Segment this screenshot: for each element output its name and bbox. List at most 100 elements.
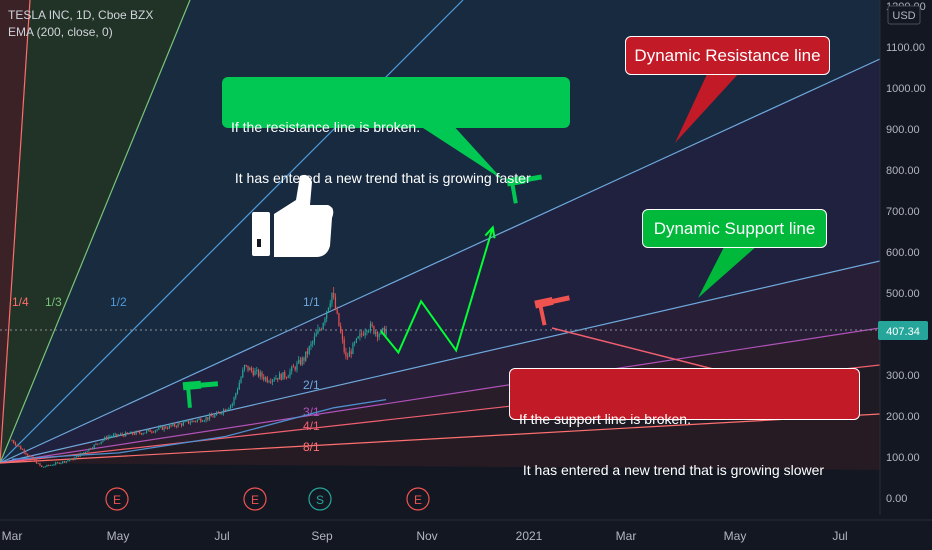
earnings-marker[interactable]: [243, 487, 267, 511]
candle-body: [343, 339, 345, 352]
candle-body: [200, 418, 202, 422]
candle-body: [306, 351, 309, 354]
split-marker[interactable]: [308, 487, 332, 511]
candle-body: [67, 460, 69, 462]
candle-body: [166, 428, 169, 430]
flag-tail: [199, 381, 219, 388]
candle-body: [385, 329, 387, 336]
candle-body: [208, 414, 211, 420]
entry-flag-icon: [182, 380, 219, 408]
candle-body: [357, 336, 359, 339]
chart-legend: TESLA INC, 1D, Cboe BZX EMA (200, close,…: [8, 7, 153, 41]
candle-body: [121, 434, 123, 436]
candle-body: [298, 359, 300, 364]
candle-body: [133, 434, 135, 435]
candle-body: [354, 342, 356, 344]
candle-body: [221, 413, 223, 415]
fan-label: 1/3: [45, 295, 62, 309]
candle-body: [191, 420, 193, 423]
candle-body: [238, 382, 240, 390]
thumbs-up-hand: [274, 174, 334, 257]
candle-body: [299, 359, 302, 365]
fan-line-1-3: [0, 0, 191, 464]
candle-body: [86, 451, 88, 452]
candle-body: [214, 415, 216, 418]
marker-label: E: [113, 493, 121, 507]
earnings-marker[interactable]: [105, 487, 129, 511]
candle-body: [203, 420, 205, 422]
candle-body: [362, 334, 365, 336]
candle-body: [233, 397, 235, 404]
candle-body: [175, 426, 177, 427]
candle-body: [196, 419, 198, 422]
candle-body: [105, 437, 108, 440]
candle-body: [366, 330, 368, 333]
candle-body: [42, 466, 45, 468]
flag-head: [506, 175, 526, 187]
candle-body: [161, 426, 163, 430]
candle-body: [98, 443, 101, 445]
current-price-label: 407.34: [886, 326, 920, 338]
fan-line-2-1: [0, 260, 880, 464]
candle-body: [320, 329, 323, 331]
candle-body: [32, 456, 34, 460]
candle-body: [263, 376, 265, 380]
candle-body: [123, 435, 125, 437]
breakdown-text-line1: If the support line is broken.: [519, 411, 691, 427]
flag-pole: [538, 303, 547, 326]
price-tick-label: 900.00: [886, 124, 920, 136]
fan-label: 1/4: [12, 295, 29, 309]
candle-body: [326, 311, 328, 319]
candle-body: [242, 369, 244, 378]
breakdown-flag-icon: [534, 295, 570, 326]
fan-line-1-1: [0, 58, 880, 464]
candle-body: [139, 431, 141, 434]
candle-body: [291, 366, 293, 372]
candle-body: [315, 333, 317, 337]
fan-zone-4: [0, 0, 880, 463]
candle-body: [338, 313, 340, 326]
candle-body: [65, 461, 67, 463]
candle-body: [165, 426, 167, 429]
candle-body: [160, 426, 162, 428]
candle-body: [27, 454, 29, 456]
candle-body: [364, 332, 366, 336]
candle-body: [280, 373, 282, 380]
candle-body: [186, 420, 188, 422]
flag-head: [182, 380, 202, 391]
candle-body: [180, 423, 183, 426]
candle-body: [125, 432, 127, 437]
candle-body: [327, 307, 330, 312]
candle-body: [20, 446, 22, 450]
currency-box[interactable]: [887, 5, 921, 25]
candle-body: [340, 325, 342, 333]
fan-label: 8/1: [303, 440, 320, 454]
fan-line-8-1: [0, 413, 880, 464]
candle-body: [275, 377, 277, 380]
candle-body: [172, 423, 174, 426]
candle-body: [201, 421, 204, 423]
candle-body: [76, 455, 78, 458]
earnings-marker[interactable]: [406, 487, 430, 511]
candle-body: [319, 329, 321, 331]
candle-body: [130, 432, 132, 434]
candle-body: [70, 458, 73, 461]
fan-label: 2/1: [303, 378, 320, 392]
candle-body: [97, 443, 99, 445]
projected-path-arrowhead: [484, 225, 496, 239]
candle-body: [249, 367, 251, 371]
time-tick-label: Sep: [311, 529, 333, 543]
price-tick-label: 100.00: [886, 452, 920, 464]
support-callout-text: Dynamic Support line: [653, 219, 816, 238]
candle-body: [142, 433, 144, 435]
price-tick-label: 0.00: [886, 493, 907, 505]
candle-body: [243, 365, 246, 370]
candle-body: [158, 427, 160, 430]
candle-body: [259, 372, 261, 377]
candle-body: [137, 431, 139, 433]
candle-body: [128, 433, 130, 435]
candle-body: [273, 379, 275, 381]
flag-pole: [186, 385, 192, 408]
candle-body: [301, 357, 303, 365]
